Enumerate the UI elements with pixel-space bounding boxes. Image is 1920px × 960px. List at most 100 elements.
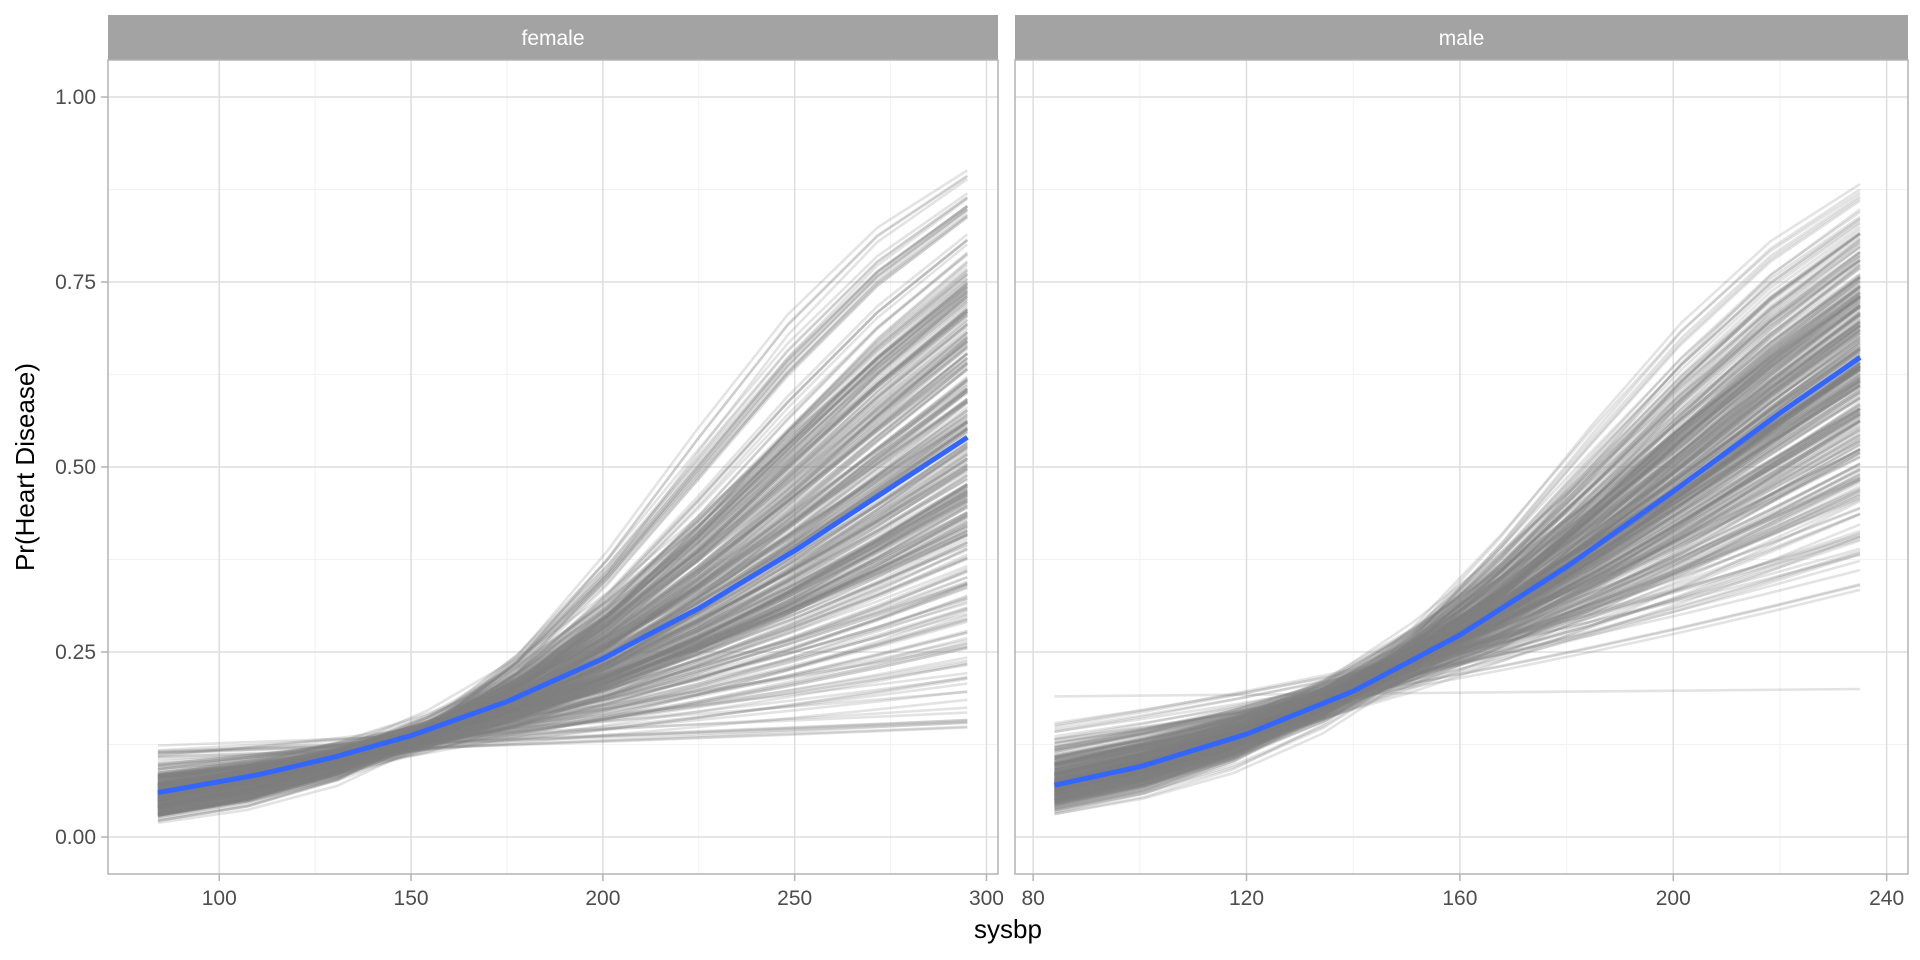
- draw-line: [157, 493, 968, 784]
- draw-line: [1054, 479, 1861, 771]
- draw-line: [157, 445, 969, 804]
- x-tick-label: 160: [1442, 887, 1477, 910]
- draw-line: [157, 505, 968, 796]
- draw-line: [1054, 413, 1861, 774]
- draw-line: [1054, 372, 1861, 777]
- draw-line: [1054, 529, 1861, 741]
- draw-line: [157, 477, 968, 790]
- draw-line: [1054, 284, 1861, 798]
- draw-line: [1054, 535, 1861, 748]
- draw-line: [157, 331, 969, 811]
- draw-line: [1054, 254, 1861, 801]
- draw-line: [1054, 582, 1861, 741]
- draw-line: [157, 377, 969, 804]
- draw-line: [1054, 397, 1861, 779]
- draw-line: [1054, 183, 1861, 814]
- draw-line: [1054, 439, 1861, 770]
- draw-line: [157, 690, 968, 752]
- draw-line: [1054, 246, 1861, 806]
- draw-line: [157, 491, 968, 804]
- y-tick-label: 0.50: [55, 456, 96, 479]
- draw-line: [157, 467, 969, 799]
- draw-line: [157, 457, 969, 796]
- draw-line: [1054, 437, 1861, 765]
- draw-line: [157, 263, 969, 816]
- draw-line: [157, 398, 969, 804]
- draw-line: [1054, 188, 1861, 814]
- draw-line: [157, 351, 969, 805]
- draw-line: [157, 437, 969, 798]
- draw-line: [157, 448, 968, 788]
- draw-line: [1054, 285, 1861, 801]
- draw-line: [157, 543, 968, 782]
- draw-line: [157, 196, 969, 818]
- draw-line: [157, 522, 968, 792]
- draw-line: [157, 495, 968, 799]
- draw-line: [157, 169, 968, 822]
- draw-line: [157, 175, 969, 822]
- draw-line: [157, 503, 968, 798]
- draw-line: [1054, 284, 1861, 794]
- draw-line: [157, 465, 969, 797]
- draw-line: [157, 529, 968, 785]
- draw-line: [157, 547, 968, 793]
- draw-line: [157, 308, 969, 809]
- draw-line: [1054, 414, 1861, 778]
- draw-line: [1054, 258, 1861, 803]
- draw-line: [1054, 418, 1861, 777]
- draw-line: [157, 618, 968, 779]
- draw-line: [1054, 498, 1861, 767]
- draw-line: [157, 646, 968, 777]
- draw-line: [157, 631, 968, 778]
- draw-line: [1054, 245, 1861, 804]
- draw-line: [1054, 490, 1861, 759]
- draw-line: [1054, 547, 1861, 731]
- draw-line: [157, 513, 968, 785]
- draw-line: [157, 607, 968, 780]
- draw-line: [157, 331, 969, 809]
- x-tick-label: 300: [969, 887, 1004, 910]
- draw-line: [1054, 531, 1861, 752]
- draw-line: [1054, 428, 1861, 778]
- draw-line: [1054, 321, 1861, 794]
- draw-line: [157, 499, 968, 787]
- draw-line: [157, 196, 969, 819]
- draw-line: [1054, 292, 1861, 799]
- draw-line: [1054, 367, 1861, 781]
- draw-line: [1054, 218, 1861, 807]
- draw-line: [1054, 305, 1861, 793]
- draw-line: [1054, 487, 1861, 759]
- draw-line: [1054, 285, 1861, 802]
- draw-line: [1054, 539, 1861, 746]
- draw-line: [157, 485, 968, 797]
- draw-line: [157, 720, 968, 754]
- draw-line: [157, 485, 968, 795]
- draw-line: [157, 300, 969, 808]
- draw-line: [157, 310, 969, 805]
- draw-line: [157, 419, 969, 788]
- draw-line: [157, 294, 969, 813]
- draw-line: [1054, 363, 1861, 782]
- draw-line: [1054, 401, 1861, 790]
- draw-line: [157, 411, 969, 804]
- draw-line: [157, 614, 968, 787]
- draw-line: [157, 483, 968, 795]
- draw-line: [157, 314, 969, 810]
- draw-line: [157, 387, 969, 799]
- draw-line: [1054, 362, 1861, 791]
- draw-line: [157, 594, 968, 789]
- draw-line: [157, 436, 968, 789]
- draw-line: [157, 233, 969, 816]
- draw-line: [1054, 443, 1861, 773]
- draw-line: [1054, 552, 1861, 749]
- draw-line: [157, 620, 968, 779]
- facet-panel-male: male 80 120 160 200 240: [1014, 15, 1909, 910]
- draw-line: [157, 541, 968, 785]
- draw-line: [157, 285, 969, 807]
- draw-line: [1054, 232, 1861, 808]
- draw-line: [157, 497, 968, 797]
- draw-line: [1054, 258, 1861, 789]
- draw-line: [157, 283, 969, 808]
- draw-line: [157, 284, 969, 810]
- draw-line: [1054, 208, 1861, 816]
